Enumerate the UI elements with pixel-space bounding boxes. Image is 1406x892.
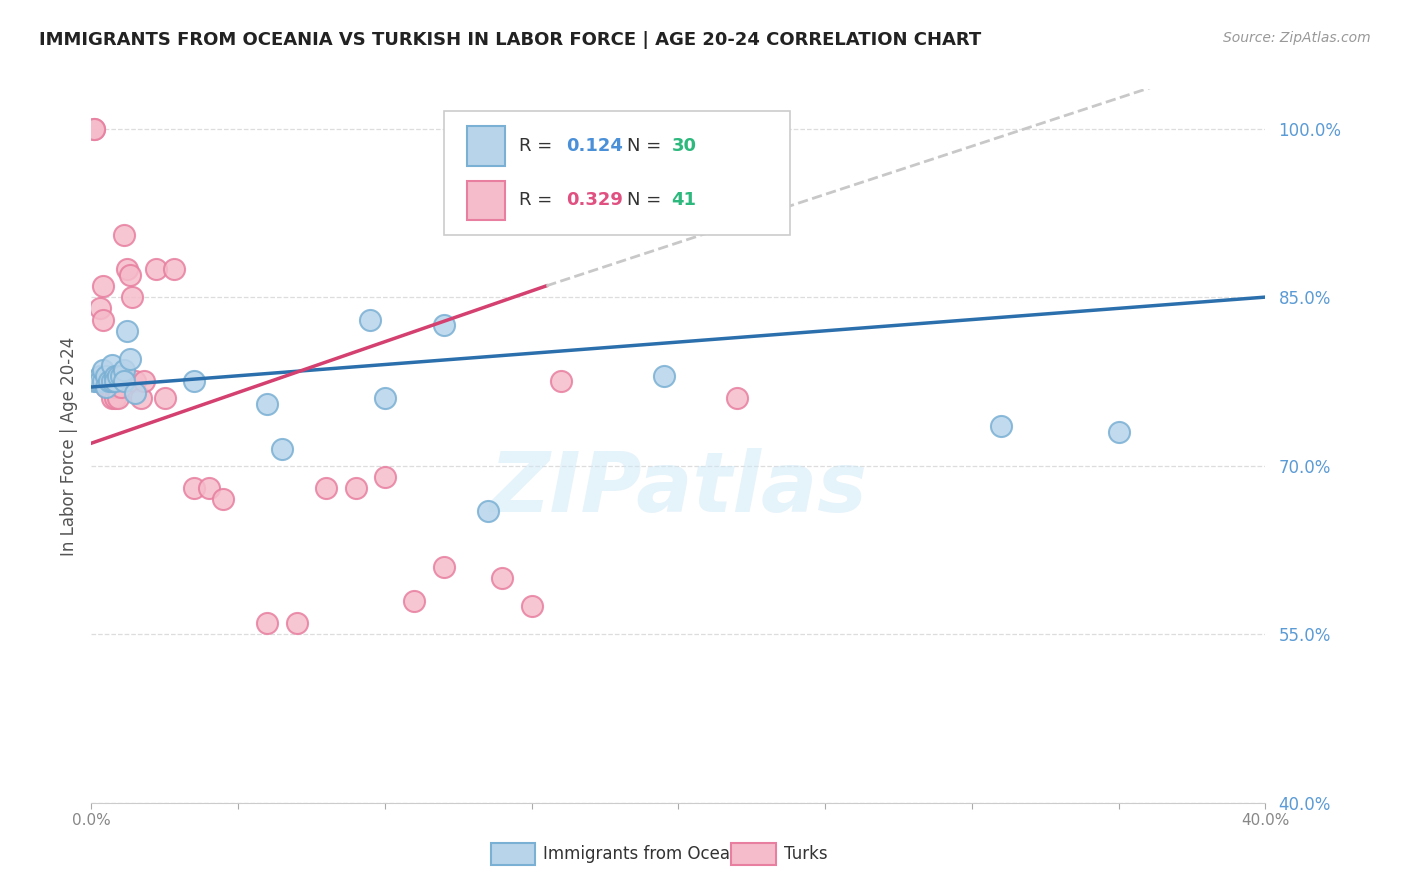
Point — [124, 385, 146, 400]
Y-axis label: In Labor Force | Age 20-24: In Labor Force | Age 20-24 — [59, 336, 77, 556]
Point — [112, 375, 135, 389]
Point — [112, 228, 135, 243]
Point — [94, 380, 117, 394]
Point — [110, 368, 132, 383]
Text: IMMIGRANTS FROM OCEANIA VS TURKISH IN LABOR FORCE | AGE 20-24 CORRELATION CHART: IMMIGRANTS FROM OCEANIA VS TURKISH IN LA… — [39, 31, 981, 49]
Text: R =: R = — [519, 191, 553, 209]
Point — [183, 481, 205, 495]
Point — [83, 121, 105, 136]
Point — [162, 262, 184, 277]
Point — [374, 470, 396, 484]
FancyBboxPatch shape — [491, 844, 536, 865]
Point — [315, 481, 337, 495]
Point — [124, 375, 146, 389]
Point — [86, 375, 108, 389]
Point — [359, 312, 381, 326]
Point — [118, 351, 141, 366]
Point — [89, 368, 111, 383]
Point — [652, 368, 675, 383]
Point — [83, 121, 105, 136]
Text: ZIPatlas: ZIPatlas — [489, 449, 868, 529]
Point — [101, 391, 124, 405]
Point — [118, 268, 141, 282]
Point — [550, 375, 572, 389]
Point — [91, 363, 114, 377]
Point — [256, 397, 278, 411]
Point — [94, 368, 117, 383]
Point — [104, 380, 127, 394]
Point — [101, 358, 124, 372]
Point — [344, 481, 367, 495]
Point — [89, 301, 111, 316]
Text: 30: 30 — [671, 137, 696, 155]
FancyBboxPatch shape — [443, 111, 790, 235]
Point — [212, 492, 235, 507]
Point — [110, 375, 132, 389]
FancyBboxPatch shape — [467, 127, 505, 166]
Point — [115, 262, 138, 277]
Point — [91, 278, 114, 293]
Point — [110, 380, 132, 394]
Point — [98, 380, 121, 394]
Point — [94, 380, 117, 394]
Point — [112, 363, 135, 377]
Text: 41: 41 — [671, 191, 696, 209]
Point — [91, 312, 114, 326]
Point — [98, 375, 121, 389]
Point — [107, 368, 129, 383]
Point — [285, 615, 308, 630]
Point — [89, 375, 111, 389]
FancyBboxPatch shape — [731, 844, 776, 865]
Point — [477, 503, 499, 517]
Point — [98, 375, 121, 389]
Point — [104, 375, 127, 389]
Point — [374, 391, 396, 405]
Point — [725, 391, 748, 405]
Point — [145, 262, 167, 277]
Point — [520, 599, 543, 614]
Point — [83, 375, 105, 389]
Point — [115, 324, 138, 338]
Text: N =: N = — [627, 137, 661, 155]
Point — [86, 375, 108, 389]
Point — [271, 442, 294, 456]
Point — [432, 318, 454, 333]
Point — [404, 593, 426, 607]
Text: 0.329: 0.329 — [565, 191, 623, 209]
Point — [104, 391, 127, 405]
Text: N =: N = — [627, 191, 661, 209]
Point — [101, 375, 124, 389]
Point — [432, 559, 454, 574]
Text: R =: R = — [519, 137, 553, 155]
Point — [491, 571, 513, 585]
Text: Immigrants from Oceania: Immigrants from Oceania — [543, 846, 755, 863]
Point — [121, 290, 143, 304]
Point — [990, 419, 1012, 434]
Text: Turks: Turks — [785, 846, 828, 863]
Text: 0.124: 0.124 — [565, 137, 623, 155]
Text: Source: ZipAtlas.com: Source: ZipAtlas.com — [1223, 31, 1371, 45]
FancyBboxPatch shape — [467, 180, 505, 219]
Point — [101, 375, 124, 389]
Point — [94, 368, 117, 383]
Point — [1108, 425, 1130, 439]
Point — [153, 391, 176, 405]
Point — [134, 375, 156, 389]
Point — [129, 391, 152, 405]
Point — [107, 391, 129, 405]
Point — [104, 368, 127, 383]
Point — [256, 615, 278, 630]
Point — [183, 375, 205, 389]
Point — [91, 375, 114, 389]
Point — [197, 481, 219, 495]
